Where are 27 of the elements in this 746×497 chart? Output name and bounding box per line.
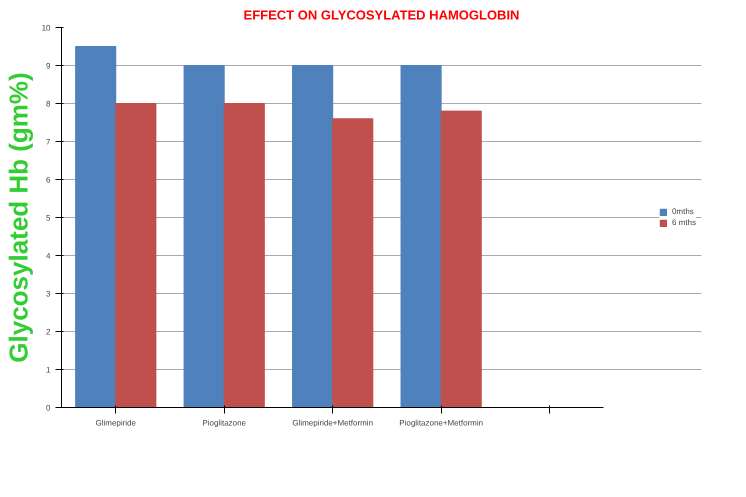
- bar: [332, 118, 374, 408]
- y-tick-label: 3: [46, 290, 52, 298]
- bar: [75, 46, 116, 408]
- bar: [184, 65, 225, 408]
- legend-label: 6 mths: [672, 218, 696, 227]
- y-tick-label: 8: [46, 100, 52, 108]
- y-tick-label: 1: [46, 366, 52, 374]
- x-tick-label: Pioglitazone+Metformin: [399, 418, 484, 428]
- legend-label: 0mths: [672, 207, 694, 216]
- bar: [224, 103, 265, 408]
- chart-title: EFFECT ON GLYCOSYLATED HAMOGLOBIN: [244, 8, 520, 22]
- x-tick-label: Glimepiride+Metformin: [292, 418, 374, 428]
- y-axis-title: Glycosylated Hb (gm%): [4, 72, 34, 363]
- y-tick-label: 5: [46, 214, 52, 222]
- y-tick-label: 7: [46, 138, 52, 146]
- x-tick-label: Pioglitazone: [202, 418, 247, 428]
- bar: [115, 103, 156, 408]
- y-tick-label: 10: [42, 24, 52, 32]
- bar: [400, 65, 442, 408]
- y-tick-label: 0: [46, 404, 52, 412]
- bar: [292, 65, 334, 408]
- y-tick-label: 9: [46, 62, 52, 70]
- x-tick-label: Glimepiride: [96, 418, 137, 428]
- bar: [440, 110, 482, 408]
- y-tick-label: 2: [46, 328, 52, 336]
- y-tick-label: 6: [46, 176, 52, 184]
- y-tick-label: 4: [46, 252, 52, 260]
